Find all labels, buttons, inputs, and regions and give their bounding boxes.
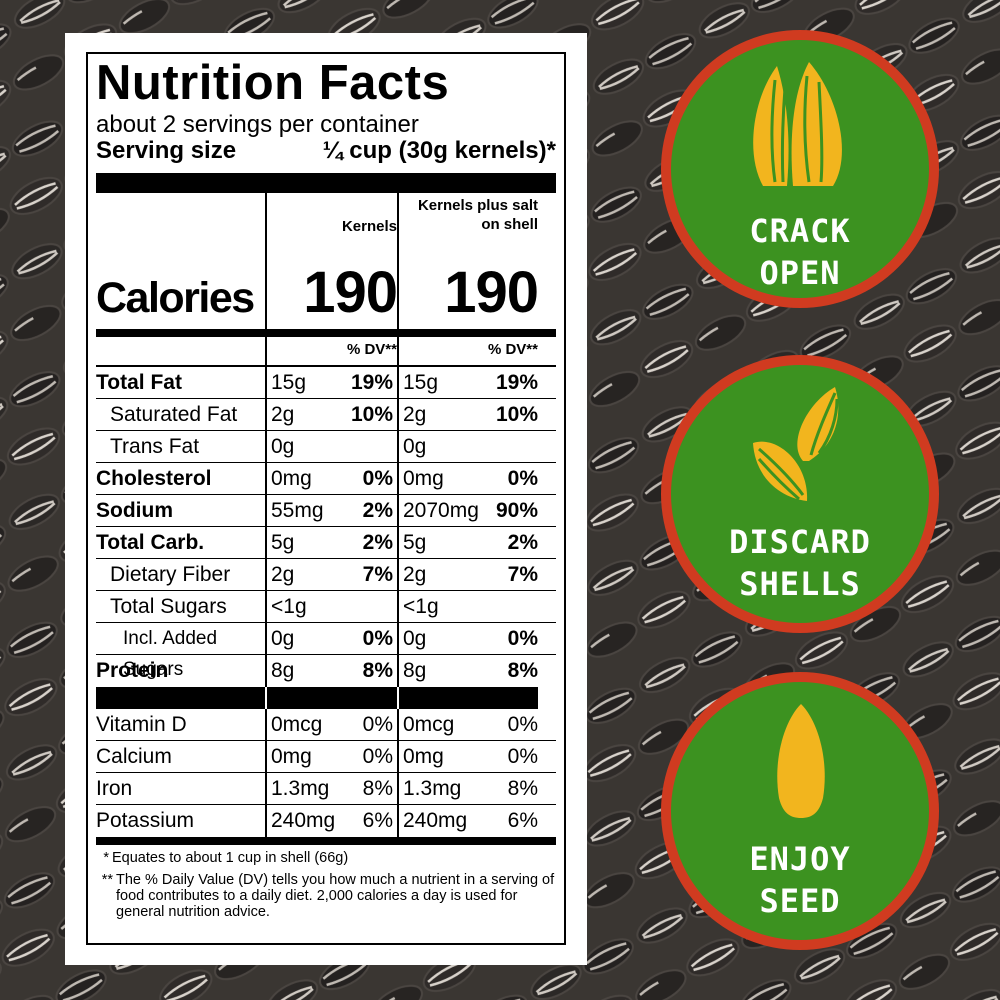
kernels-values: 240mg 6% (267, 805, 399, 837)
nutrient-rows: Total Fat 15g 19% 15g 19% Saturated Fat 2g 10% 2… (96, 367, 556, 687)
kernels-values: 0g (267, 431, 399, 462)
nutrient-name: Vitamin D (96, 709, 267, 740)
step-3-line1: ENJOY (749, 840, 851, 878)
kernels-salt-values: 5g 2% (403, 531, 538, 554)
nutrition-panel: Nutrition Facts about 2 servings per con… (65, 33, 587, 965)
nutrient-name: Total Fat (96, 367, 267, 398)
divider-bar (96, 687, 556, 709)
kernels-salt-values: 1.3mg 8% (403, 777, 538, 800)
serving-size-row: Serving size ¼ cup (30g kernels)* (96, 137, 556, 165)
kernels-salt-values: 0mg 0% (403, 467, 538, 490)
column-header-kernels: Kernels (341, 218, 397, 235)
calories-kernels-salt: 190 (444, 260, 539, 325)
nutrient-name: Cholesterol (96, 463, 267, 494)
kernels-salt-values: 2g 7% (403, 563, 538, 586)
calories-header: Calories Kernels 190 Kernels plus salt on… (96, 193, 556, 337)
mineral-row: Vitamin D 0mcg 0% 0mcg 0% (96, 709, 556, 741)
nutrient-row: Saturated Fat 2g 10% 2g 10% (96, 399, 556, 431)
nutrient-name: Dietary Fiber (96, 559, 267, 590)
kernels-salt-values: 2g 10% (403, 403, 538, 426)
nutrition-facts-label: Nutrition Facts about 2 servings per con… (86, 52, 566, 945)
kernels-salt-values: 0mg 0% (403, 745, 538, 768)
step-crack-open: CRACK OPEN (661, 30, 939, 308)
calories-label: Calories (96, 274, 255, 322)
kernels-values: 0mg 0% (267, 741, 399, 772)
kernels-salt-values: 240mg 6% (403, 809, 538, 832)
kernels-salt-values: 0g 0% (403, 627, 538, 650)
dv-header-row: % DV** % DV** (96, 337, 556, 367)
footnotes: * Equates to about 1 cup in shell (66g) *… (96, 850, 556, 920)
nutrient-name: Iron (96, 773, 267, 804)
kernels-values: <1g (267, 591, 399, 622)
nutrient-row: Protein 8g 8% 8g 8% (96, 655, 556, 687)
step-2-line2: SHELLS (739, 565, 861, 603)
kernels-values: 8g 8% (267, 655, 399, 687)
kernels-values: 5g 2% (267, 527, 399, 558)
step-1-line2: OPEN (759, 254, 841, 292)
kernels-values: 2g 10% (267, 399, 399, 430)
nutrient-row: Total Sugars <1g <1g (96, 591, 556, 623)
nutrient-row: Incl. Added Sugars 0g 0% 0g 0% (96, 623, 556, 685)
nutrient-row: Cholesterol 0mg 0% 0mg 0% (96, 463, 556, 495)
shells-icon (753, 387, 839, 501)
nutrient-name: Total Carb. (96, 527, 267, 558)
column-header-kernels-salt: Kernels plus salt on shell (417, 197, 538, 233)
kernel-icon (777, 704, 825, 818)
nutrient-name: Protein (96, 655, 267, 687)
kernels-values: 2g 7% (267, 559, 399, 590)
nutrient-name: Incl. Added Sugars (96, 623, 267, 685)
step-3-line2: SEED (759, 882, 841, 920)
kernels-salt-values: 2070mg 90% (403, 499, 538, 522)
kernels-salt-values: 0mcg 0% (403, 713, 538, 736)
kernels-salt-values: 8g 8% (403, 659, 538, 682)
kernels-values: 0g 0% (267, 623, 399, 685)
step-enjoy-seed: ENJOY SEED (661, 672, 939, 950)
divider-bar (96, 837, 556, 845)
dv-header-kernels-salt: % DV** (487, 341, 538, 358)
kernels-values: 0mcg 0% (267, 709, 399, 740)
mineral-row: Iron 1.3mg 8% 1.3mg 8% (96, 773, 556, 805)
kernels-values: 1.3mg 8% (267, 773, 399, 804)
kernels-values: 0mg 0% (267, 463, 399, 494)
nutrient-name: Potassium (96, 805, 267, 837)
nutrient-row: Sodium 55mg 2% 2070mg 90% (96, 495, 556, 527)
footnote-daily-value: ** The % Daily Value (DV) tells you how m… (101, 872, 555, 920)
nutrient-name: Saturated Fat (96, 399, 267, 430)
footnote-serving: * Equates to about 1 cup in shell (66g) (103, 850, 349, 866)
nutrient-name: Sodium (96, 495, 267, 526)
serving-size-label: Serving size (96, 137, 237, 164)
dv-header-kernels: % DV** (267, 337, 399, 365)
serving-size-value: ¼ cup (30g kernels)* (322, 137, 556, 164)
nutrient-row: Total Carb. 5g 2% 5g 2% (96, 527, 556, 559)
kernels-salt-values: 15g 19% (403, 371, 538, 394)
step-2-line1: DISCARD (729, 523, 871, 561)
kernels-values: 55mg 2% (267, 495, 399, 526)
step-discard-shells: DISCARD SHELLS (661, 355, 939, 633)
nutrient-row: Total Fat 15g 19% 15g 19% (96, 367, 556, 399)
cracked-seed-icon (753, 62, 842, 186)
kernels-salt-values: <1g (403, 595, 439, 618)
mineral-row: Potassium 240mg 6% 240mg 6% (96, 805, 556, 837)
divider-bar (96, 173, 556, 193)
nutrient-name: Total Sugars (96, 591, 267, 622)
step-1-line1: CRACK (749, 212, 851, 250)
nutrient-row: Dietary Fiber 2g 7% 2g 7% (96, 559, 556, 591)
kernels-salt-values: 0g (403, 435, 427, 458)
servings-per-container: about 2 servings per container (96, 111, 419, 138)
kernels-values: 15g 19% (267, 367, 399, 398)
nutrient-row: Trans Fat 0g 0g (96, 431, 556, 463)
label-title: Nutrition Facts (96, 56, 450, 110)
nutrient-name: Calcium (96, 741, 267, 772)
mineral-rows: Vitamin D 0mcg 0% 0mcg 0% Calcium 0mg 0% 0mg 0% Ir… (96, 709, 556, 837)
mineral-row: Calcium 0mg 0% 0mg 0% (96, 741, 556, 773)
nutrient-name: Trans Fat (96, 431, 267, 462)
calories-kernels: 190 (303, 260, 398, 325)
